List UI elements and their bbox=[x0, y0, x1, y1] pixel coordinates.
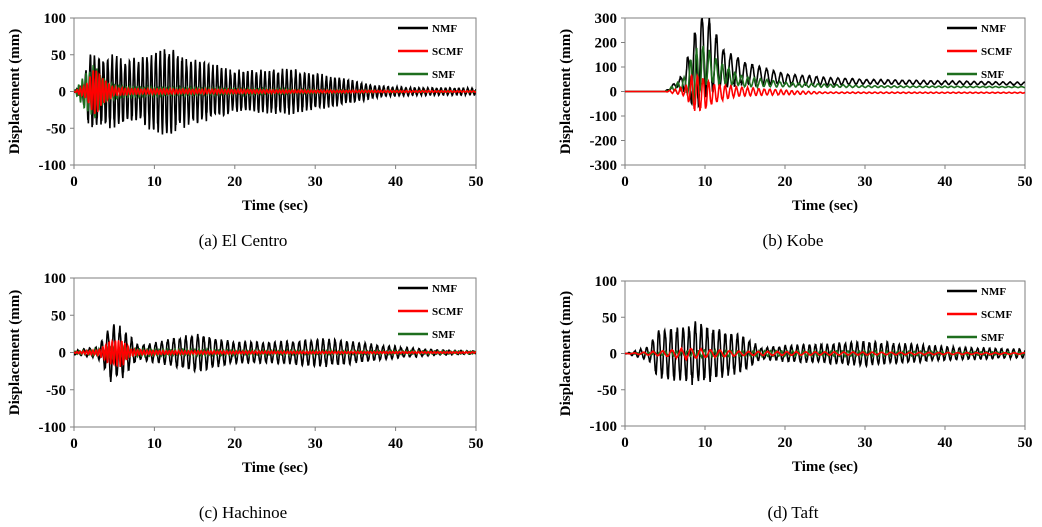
legend-label-nmf: NMF bbox=[981, 23, 1006, 35]
legend-label-scmf: SCMF bbox=[981, 309, 1012, 321]
series-line-nmf bbox=[625, 18, 1025, 109]
x-axis-label: Time (sec) bbox=[242, 460, 308, 476]
y-tick-label: 50 bbox=[51, 308, 66, 324]
series-line-scmf bbox=[74, 338, 476, 368]
x-tick-label: 20 bbox=[227, 436, 242, 452]
y-axis-label: Displacement (mm) bbox=[558, 29, 574, 154]
y-tick-label: 0 bbox=[610, 85, 618, 101]
x-tick-label: 10 bbox=[698, 174, 713, 190]
y-tick-label: 0 bbox=[59, 85, 67, 101]
x-tick-label: 0 bbox=[70, 174, 78, 190]
chart-panel: -100 -50 0 50 100 0 10 20 30 40 50 Time (sec) Displa… bbox=[7, 271, 484, 522]
legend-label-smf: SMF bbox=[432, 329, 456, 341]
y-tick-label: -100 bbox=[590, 109, 618, 125]
x-tick-label: 0 bbox=[621, 435, 629, 451]
legend-label-smf: SMF bbox=[981, 69, 1005, 81]
y-tick-label: 50 bbox=[602, 310, 617, 326]
x-tick-label: 10 bbox=[698, 435, 713, 451]
x-tick-label: 40 bbox=[388, 174, 403, 190]
x-tick-label: 40 bbox=[938, 174, 953, 190]
x-axis-label: Time (sec) bbox=[242, 198, 308, 214]
legend-label-nmf: NMF bbox=[432, 283, 457, 295]
y-tick-label: -100 bbox=[590, 419, 618, 435]
legend-label-scmf: SCMF bbox=[432, 46, 463, 58]
legend-label-smf: SMF bbox=[432, 69, 456, 81]
series-line-smf bbox=[625, 45, 1025, 106]
series-line-scmf bbox=[625, 346, 1025, 362]
series-line-scmf bbox=[74, 70, 476, 115]
legend-label-nmf: NMF bbox=[432, 23, 457, 35]
x-tick-label: 40 bbox=[938, 435, 953, 451]
chart-caption: (b) Kobe bbox=[763, 231, 824, 250]
y-tick-label: -100 bbox=[39, 158, 67, 174]
y-axis-label: Displacement (mm) bbox=[558, 291, 574, 416]
chart-panel: -300 -200 -100 0 100 200 300 0 10 20 30 40 50 Time (s… bbox=[558, 11, 1033, 250]
x-tick-label: 10 bbox=[147, 436, 162, 452]
y-tick-label: -200 bbox=[590, 134, 618, 150]
x-tick-label: 10 bbox=[147, 174, 162, 190]
x-tick-label: 20 bbox=[778, 174, 793, 190]
y-tick-label: -300 bbox=[590, 158, 618, 174]
x-tick-label: 0 bbox=[70, 436, 78, 452]
legend-label-nmf: NMF bbox=[981, 286, 1006, 298]
y-axis-label: Displacement (mm) bbox=[7, 290, 23, 415]
y-tick-label: 100 bbox=[44, 11, 67, 27]
y-tick-label: -50 bbox=[597, 383, 617, 399]
chart-caption: (d) Taft bbox=[768, 503, 819, 522]
y-tick-label: -50 bbox=[46, 121, 66, 137]
chart-panel: -100 -50 0 50 100 0 10 20 30 40 50 Time (sec) Displa… bbox=[558, 274, 1033, 522]
y-tick-label: 50 bbox=[51, 48, 66, 64]
x-tick-label: 50 bbox=[469, 436, 484, 452]
x-axis-label: Time (sec) bbox=[792, 198, 858, 214]
chart-caption: (c) Hachinoe bbox=[199, 503, 287, 522]
y-tick-label: 100 bbox=[595, 60, 618, 76]
y-tick-label: -50 bbox=[46, 383, 66, 399]
x-tick-label: 0 bbox=[621, 174, 629, 190]
y-tick-label: -100 bbox=[39, 420, 67, 436]
x-tick-label: 30 bbox=[858, 174, 873, 190]
series-line-scmf bbox=[625, 72, 1025, 112]
y-tick-label: 300 bbox=[595, 11, 618, 27]
x-tick-label: 30 bbox=[308, 174, 323, 190]
y-tick-label: 0 bbox=[59, 346, 67, 362]
x-tick-label: 30 bbox=[858, 435, 873, 451]
legend-label-scmf: SCMF bbox=[981, 46, 1012, 58]
y-tick-label: 0 bbox=[610, 347, 618, 363]
legend-label-smf: SMF bbox=[981, 332, 1005, 344]
chart-panel: -100 -50 0 50 100 0 10 20 30 40 50 Time (sec) Displa… bbox=[7, 11, 484, 250]
x-tick-label: 50 bbox=[1018, 174, 1033, 190]
chart-caption: (a) El Centro bbox=[199, 231, 288, 250]
series-line-nmf bbox=[74, 49, 476, 135]
y-tick-label: 200 bbox=[595, 36, 618, 52]
legend-label-scmf: SCMF bbox=[432, 306, 463, 318]
x-tick-label: 50 bbox=[1018, 435, 1033, 451]
y-tick-label: 100 bbox=[595, 274, 618, 290]
y-tick-label: 100 bbox=[44, 271, 67, 287]
x-tick-label: 20 bbox=[227, 174, 242, 190]
x-axis-label: Time (sec) bbox=[792, 459, 858, 475]
x-tick-label: 20 bbox=[778, 435, 793, 451]
x-tick-label: 30 bbox=[308, 436, 323, 452]
x-tick-label: 40 bbox=[388, 436, 403, 452]
y-axis-label: Displacement (mm) bbox=[7, 29, 23, 154]
series-line-smf bbox=[74, 344, 476, 363]
series-line-nmf bbox=[74, 324, 476, 383]
x-tick-label: 50 bbox=[469, 174, 484, 190]
